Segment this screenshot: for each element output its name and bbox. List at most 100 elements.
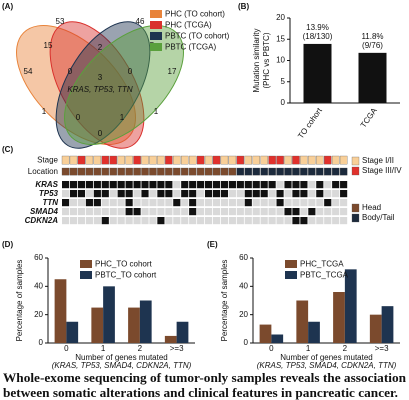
legend-swatch — [150, 43, 162, 51]
oncoprint-cell — [339, 167, 348, 176]
bar — [164, 335, 177, 343]
oncoprint-cell — [93, 199, 101, 207]
legend-swatch — [351, 166, 360, 176]
venn-count: 17 — [168, 67, 177, 76]
oncoprint-cell — [165, 217, 173, 225]
value-label: 13.9% — [306, 23, 329, 32]
y-tick-label: 5 — [281, 77, 286, 86]
legend-label: PHC_TCGA — [300, 260, 344, 269]
oncoprint-cell — [62, 181, 70, 189]
bar — [271, 334, 284, 343]
oncoprint-cell — [324, 181, 332, 189]
oncoprint-cell — [324, 217, 332, 225]
oncoprint-cell — [292, 199, 300, 207]
oncoprint-cell — [308, 208, 316, 216]
oncoprint-cell — [228, 167, 237, 176]
oncoprint-cell — [276, 167, 284, 176]
oncoprint-cell — [252, 208, 260, 216]
bar — [139, 300, 152, 343]
oncoprint-cell — [212, 155, 221, 165]
legend-label: Head — [362, 203, 381, 212]
y-tick-label: 20 — [276, 13, 285, 22]
legend-swatch — [351, 203, 360, 213]
oncoprint-cell — [77, 217, 86, 225]
oncoprint-cell — [117, 167, 125, 176]
oncoprint-cell — [332, 190, 340, 198]
oncoprint-cell — [141, 181, 149, 189]
oncoprint-cell — [308, 199, 316, 207]
caption-line: Whole-exome sequencing of tumor-only sam… — [3, 371, 406, 385]
oncoprint-cell — [181, 217, 189, 225]
panel-label: (E) — [207, 240, 218, 249]
oncoprint-cell — [125, 190, 133, 198]
y-axis-label: (PHC vs PBTC) — [262, 32, 271, 88]
y-axis-label: Percentage of samples — [220, 260, 229, 342]
oncoprint-cell — [284, 155, 292, 165]
oncoprint-cell — [284, 208, 292, 216]
oncoprint-cell — [324, 167, 332, 176]
y-tick-label: 10 — [276, 56, 285, 65]
oncoprint-cell — [141, 217, 149, 225]
oncoprint-cell — [236, 217, 244, 225]
oncoprint-cell — [292, 190, 300, 198]
oncoprint-cell — [93, 155, 102, 165]
y-tick-label: 0 — [281, 98, 286, 107]
oncoprint-cell — [69, 217, 78, 225]
oncoprint-cell — [133, 208, 141, 216]
oncoprint-cell — [133, 190, 141, 198]
oncoprint-cell — [300, 199, 308, 207]
oncoprint-cell — [205, 181, 213, 189]
oncoprint-cell — [236, 208, 244, 216]
oncoprint-cell — [197, 190, 205, 198]
oncoprint-cell — [284, 167, 292, 176]
oncoprint-cell — [332, 181, 340, 189]
legend-label: PHC (TO cohort) — [165, 10, 225, 19]
oncoprint-cell — [165, 190, 173, 198]
oncoprint-cell — [141, 167, 149, 176]
y-tick-label: 60 — [34, 253, 43, 262]
oncoprint-cell — [268, 208, 276, 216]
oncoprint-cell — [212, 190, 221, 198]
oncoprint-cell — [149, 190, 157, 198]
oncoprint-cell — [205, 190, 213, 198]
oncoprint-cell — [308, 167, 316, 176]
value-label: 11.8% — [361, 32, 383, 41]
oncoprint-cell — [220, 199, 229, 207]
oncoprint-cell — [276, 190, 284, 198]
oncoprint-cell — [117, 217, 125, 225]
oncoprint-cell — [149, 167, 157, 176]
oncoprint-cell — [157, 208, 165, 216]
y-tick-label: 40 — [34, 281, 43, 290]
oncoprint-cell — [117, 208, 125, 216]
venn-count: 0 — [98, 129, 103, 138]
oncoprint-cell — [157, 217, 165, 225]
oncoprint-cell — [204, 167, 213, 176]
oncoprint-cell — [125, 181, 133, 189]
bar — [296, 300, 309, 343]
bar — [333, 292, 345, 343]
oncoprint-cell — [125, 167, 133, 176]
venn-set — [49, 21, 145, 149]
oncoprint-cell — [62, 217, 70, 225]
oncoprint-cell — [181, 190, 189, 198]
oncoprint-cell — [244, 208, 252, 216]
oncoprint-cell — [196, 155, 205, 165]
oncoprint-cell — [300, 190, 308, 198]
oncoprint-cell — [260, 190, 268, 198]
oncoprint-cell — [181, 167, 189, 176]
legend-label: PBTC (TCGA) — [165, 43, 216, 52]
oncoprint-cell — [331, 155, 340, 165]
oncoprint-cell — [260, 199, 268, 207]
oncoprint-cell — [252, 155, 260, 165]
oncoprint-cell — [340, 217, 348, 225]
oncoprint-cell — [85, 199, 93, 207]
oncoprint-cell — [61, 167, 70, 176]
oncoprint-cell — [284, 190, 292, 198]
oncoprint-cell — [220, 217, 229, 225]
oncoprint-cell — [284, 217, 292, 225]
venn-count: 3 — [98, 73, 103, 82]
oncoprint-cell — [165, 155, 173, 165]
oncoprint-cell — [252, 190, 260, 198]
oncoprint-cell — [340, 181, 348, 189]
